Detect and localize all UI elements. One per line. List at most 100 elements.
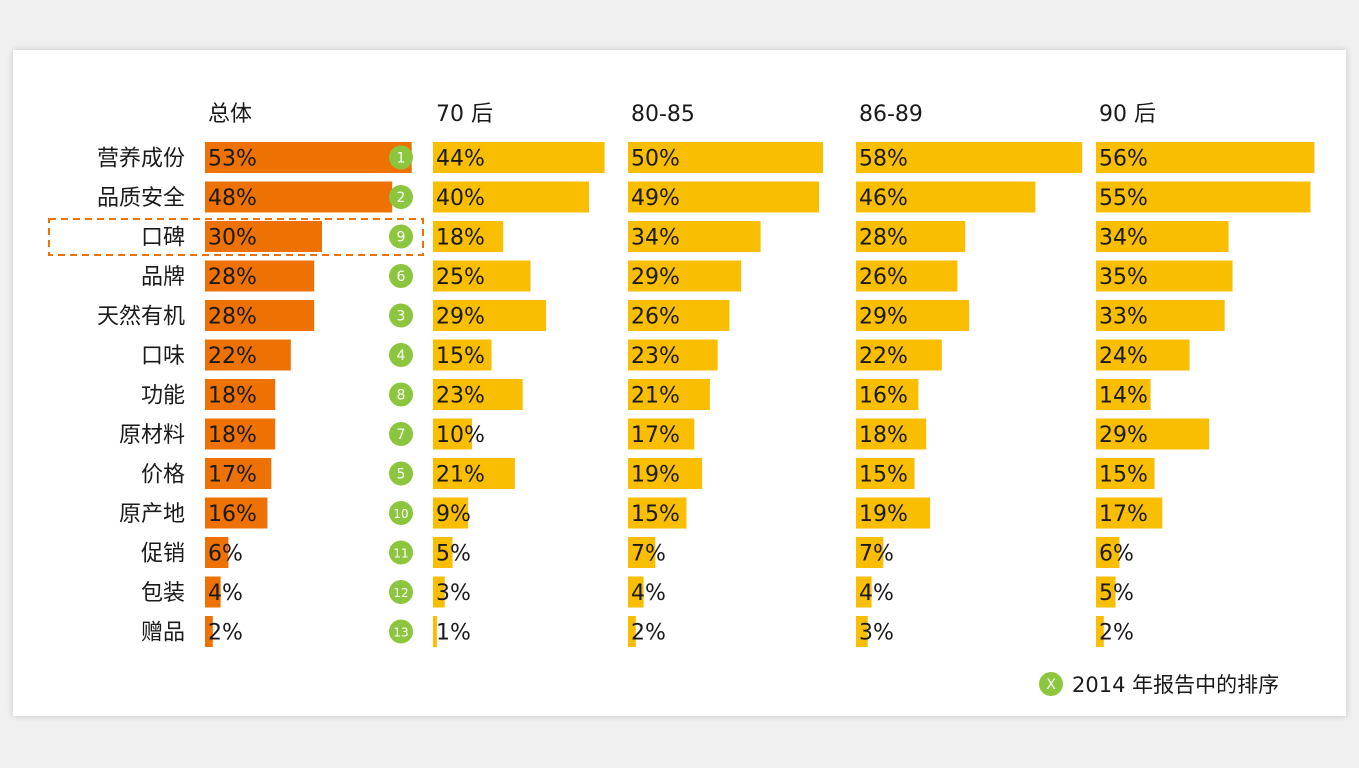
- bar: [205, 458, 272, 489]
- rank-badge: [389, 422, 413, 446]
- bar: [433, 142, 605, 173]
- value-label: 10%: [436, 423, 485, 448]
- bar: [433, 181, 589, 213]
- legend-label: 2014 年报告中的排序: [1072, 673, 1279, 697]
- bar: [628, 379, 710, 410]
- value-label: 53%: [208, 147, 257, 172]
- bar: [628, 181, 820, 213]
- bar: [856, 616, 868, 647]
- rank-badge: [389, 501, 413, 525]
- rank-badge-number: 6: [397, 269, 406, 285]
- value-label: 19%: [631, 463, 680, 488]
- bar: [628, 497, 687, 529]
- rank-badge-number: 5: [397, 467, 406, 483]
- bar: [628, 616, 636, 647]
- value-label: 28%: [208, 265, 257, 290]
- category-label: 品牌: [141, 265, 185, 290]
- value-label: 16%: [859, 384, 908, 409]
- bar: [1096, 300, 1225, 331]
- legend-symbol-text: X: [1046, 677, 1056, 693]
- bar: [205, 576, 221, 608]
- bar: [856, 260, 958, 292]
- value-label: 14%: [1099, 384, 1148, 409]
- highlight-box: [48, 218, 424, 256]
- category-label: 营养成份: [97, 147, 185, 172]
- bar: [433, 300, 547, 331]
- value-label: 4%: [859, 581, 894, 606]
- column-header: 90 后: [1099, 102, 1156, 127]
- value-label: 48%: [208, 186, 257, 211]
- rank-badge: [389, 264, 413, 288]
- value-label: 56%: [1099, 147, 1148, 172]
- category-label: 功能: [141, 384, 185, 409]
- rank-badge: [389, 619, 413, 644]
- bar: [628, 339, 718, 371]
- bar: [433, 379, 523, 410]
- bar: [856, 339, 942, 371]
- category-label: 促销: [141, 542, 185, 567]
- bar: [205, 379, 276, 410]
- value-label: 6%: [208, 542, 243, 567]
- value-label: 3%: [436, 581, 471, 606]
- value-label: 21%: [631, 384, 680, 409]
- value-label: 24%: [1099, 344, 1148, 369]
- value-label: 5%: [436, 542, 471, 567]
- bar: [433, 260, 531, 292]
- bar: [1096, 458, 1155, 489]
- bar: [1096, 260, 1233, 292]
- rank-badge-number: 4: [397, 348, 406, 364]
- value-label: 18%: [436, 226, 485, 251]
- category-label: 价格: [141, 463, 185, 488]
- value-label: 22%: [859, 344, 908, 369]
- value-label: 50%: [631, 147, 680, 172]
- value-label: 18%: [208, 384, 257, 409]
- value-label: 9%: [436, 502, 471, 527]
- value-label: 23%: [631, 344, 680, 369]
- bar: [1096, 418, 1210, 450]
- value-label: 5%: [1099, 581, 1134, 606]
- bar: [205, 537, 229, 568]
- value-label: 19%: [859, 502, 908, 527]
- value-label: 55%: [1099, 186, 1148, 211]
- bar: [1096, 221, 1229, 252]
- bar: [433, 616, 437, 647]
- value-label: 21%: [436, 463, 485, 488]
- rank-badge: [389, 145, 413, 170]
- bar: [856, 418, 927, 450]
- bar: [628, 142, 823, 173]
- rank-badge: [389, 461, 413, 486]
- value-label: 1%: [436, 621, 471, 646]
- bar: [205, 339, 291, 371]
- bar: [433, 497, 469, 529]
- value-label: 16%: [208, 502, 257, 527]
- bar: [628, 458, 703, 489]
- bar: [1096, 181, 1311, 213]
- rank-badge: [389, 303, 413, 328]
- rank-badge-number: 12: [393, 586, 408, 600]
- value-label: 18%: [208, 423, 257, 448]
- value-label: 46%: [859, 186, 908, 211]
- value-label: 26%: [631, 305, 680, 330]
- column-header: 70 后: [436, 102, 493, 127]
- rank-badge-number: 9: [397, 230, 406, 246]
- bar: [433, 576, 445, 608]
- bar: [433, 458, 515, 489]
- category-label: 天然有机: [97, 305, 185, 330]
- rank-badge-number: 7: [397, 427, 406, 443]
- rank-badge-number: 3: [397, 309, 406, 325]
- column-header: 80-85: [631, 102, 695, 127]
- bar: [856, 576, 872, 608]
- bar: [856, 537, 884, 568]
- bar: [1096, 379, 1151, 410]
- value-label: 35%: [1099, 265, 1148, 290]
- rank-badge-number: 11: [393, 547, 408, 561]
- category-label: 品质安全: [97, 186, 185, 211]
- rank-badge-number: 2: [397, 190, 406, 206]
- chart-card: 总体 70 后 80-85 86-89 90 后营养成份 53% 44% 50% 58% 56% 1…: [13, 50, 1346, 716]
- bar: [628, 576, 644, 608]
- value-label: 30%: [208, 226, 257, 251]
- value-label: 17%: [631, 423, 680, 448]
- category-label: 原材料: [119, 423, 185, 448]
- bar: [433, 339, 492, 371]
